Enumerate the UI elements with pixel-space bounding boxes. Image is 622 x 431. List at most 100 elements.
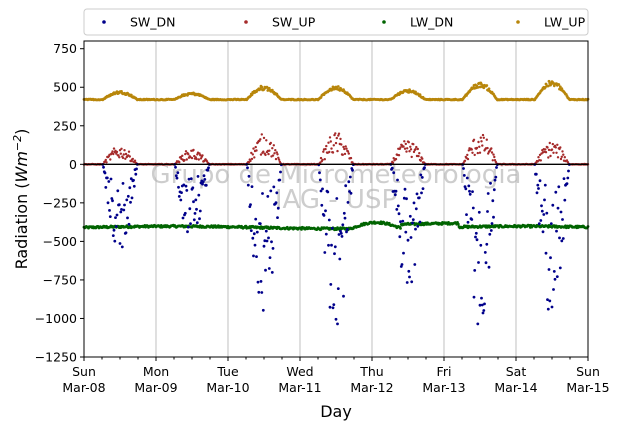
sw-dn-point [120,245,124,249]
sw-dn-point [192,200,195,204]
sw-dn-point [198,209,202,213]
sw-up-point [274,149,277,152]
sw-dn-point [474,235,477,239]
sw-up-point [275,151,278,154]
sw-up-point [492,153,495,156]
sw-dn-point [549,222,553,226]
sw-up-point [403,147,407,150]
sw-dn-point [259,280,263,283]
lw-up-point [487,87,491,91]
sw-up-point [115,152,118,155]
sw-up-point [472,138,476,141]
sw-dn-point [329,283,333,286]
sw-up-point [481,133,485,137]
sw-up-point [471,151,474,154]
sw-up-point [187,153,190,156]
sw-up-point [491,159,494,162]
sw-dn-point [276,206,280,210]
sw-dn-point [197,193,201,197]
sw-up-point [247,161,251,164]
y-tick-label: −1000 [35,311,77,326]
sw-up-point [478,145,481,148]
sw-dn-point [487,265,491,269]
x-tick-label-day: Sun [576,364,600,379]
sw-dn-point [546,298,549,301]
sw-up-point [477,140,480,144]
sw-dn-point [177,195,181,198]
sw-dn-point [269,189,273,193]
sw-dn-point [125,198,129,202]
sw-dn-point [108,209,111,212]
sw-up-point [392,157,395,160]
sw-dn-point [486,210,489,213]
sw-up-point [184,152,187,156]
sw-dn-point [416,224,420,228]
sw-dn-point [189,177,193,181]
sw-up-point [559,146,562,149]
sw-dn-point [181,216,185,220]
sw-dn-point [342,294,345,298]
sw-up-point [340,143,343,146]
sw-dn-point [110,197,114,200]
sw-dn-point [189,222,192,226]
series-sw-dn [101,163,571,326]
sw-dn-point [104,186,108,189]
sw-up-point [561,150,564,153]
sw-dn-point [129,177,133,181]
sw-up-point [402,145,405,148]
sw-dn-point [114,225,118,228]
sw-dn-point [195,221,199,225]
sw-dn-point [194,198,198,202]
sw-up-point [466,153,469,157]
sw-dn-point [347,180,351,184]
sw-dn-point [398,235,402,239]
sw-up-point [272,144,275,147]
sw-dn-point [262,244,266,248]
sw-dn-point [255,255,258,258]
sw-up-point [476,151,479,155]
sw-dn-point [278,178,282,182]
sw-up-point [193,154,196,158]
sw-up-point [408,150,411,153]
watermark-line2: IAG - USP [275,185,397,215]
sw-dn-point [405,197,408,201]
sw-dn-point [174,174,178,178]
lw-up-point [485,84,489,87]
sw-dn-point [202,174,206,178]
sw-up-point [347,152,350,155]
sw-dn-point [122,208,126,212]
sw-up-point [109,158,112,161]
sw-dn-point [201,182,204,186]
sw-dn-point [174,165,177,169]
sw-dn-point [418,220,422,224]
sw-dn-point [320,203,324,207]
y-tick-label: 750 [53,41,77,56]
sw-dn-point [253,243,257,247]
x-tick-label-date: Mar-10 [206,380,249,395]
y-tick-label: 250 [53,118,77,133]
legend-label: SW_UP [272,15,316,30]
sw-dn-point [409,236,413,239]
sw-up-point [119,152,123,155]
sw-dn-point [204,183,208,187]
sw-dn-point [332,303,336,306]
sw-dn-point [402,196,406,200]
lw-up-point [267,86,271,90]
sw-dn-point [126,194,130,198]
sw-dn-point [182,183,186,187]
sw-up-point [337,132,341,135]
sw-dn-point [339,232,343,235]
sw-dn-point [419,173,423,177]
sw-dn-point [540,209,544,213]
sw-dn-point [179,198,183,202]
sw-up-point [328,150,331,154]
sw-dn-point [554,190,558,194]
sw-dn-point [474,231,478,235]
sw-up-point [123,149,126,152]
sw-dn-point [324,232,328,236]
lw-up-point [558,85,562,89]
y-axis: −1250 −1000 −750 −500 −250 0 250 500 750 [35,41,84,365]
sw-up-point [112,152,115,156]
sw-dn-point [207,166,210,170]
sw-dn-point [537,187,540,190]
